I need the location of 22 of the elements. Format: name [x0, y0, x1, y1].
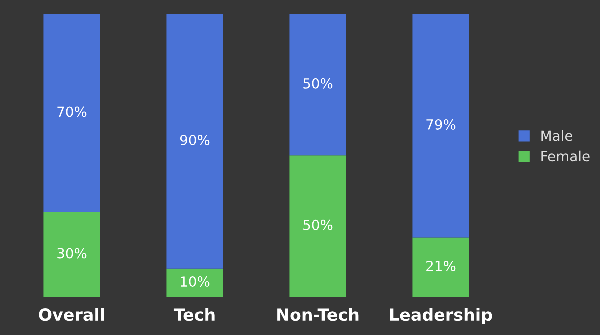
bar	[290, 14, 346, 156]
x-tick-label: Leadership	[390, 308, 492, 324]
x-tick-label: Overall	[39, 308, 104, 322]
data-label: 79%	[426, 119, 456, 130]
legend-label: Male	[542, 130, 572, 142]
data-label: 21%	[426, 260, 456, 272]
x-tick-label: Tech	[174, 308, 215, 322]
x-tick-label: Non-Tech	[278, 308, 359, 322]
bar	[412, 238, 470, 298]
bar	[412, 14, 470, 238]
bar	[290, 156, 346, 298]
bar	[166, 268, 224, 298]
data-label: 50%	[304, 78, 333, 89]
bar	[44, 212, 100, 298]
legend-label: Female	[542, 150, 590, 162]
data-label: 10%	[181, 276, 210, 288]
data-label: 50%	[304, 220, 333, 230]
data-label: 30%	[58, 248, 87, 259]
bar	[44, 14, 100, 212]
bar	[166, 14, 224, 269]
data-label: 90%	[180, 135, 210, 146]
data-label: 70%	[58, 106, 87, 118]
